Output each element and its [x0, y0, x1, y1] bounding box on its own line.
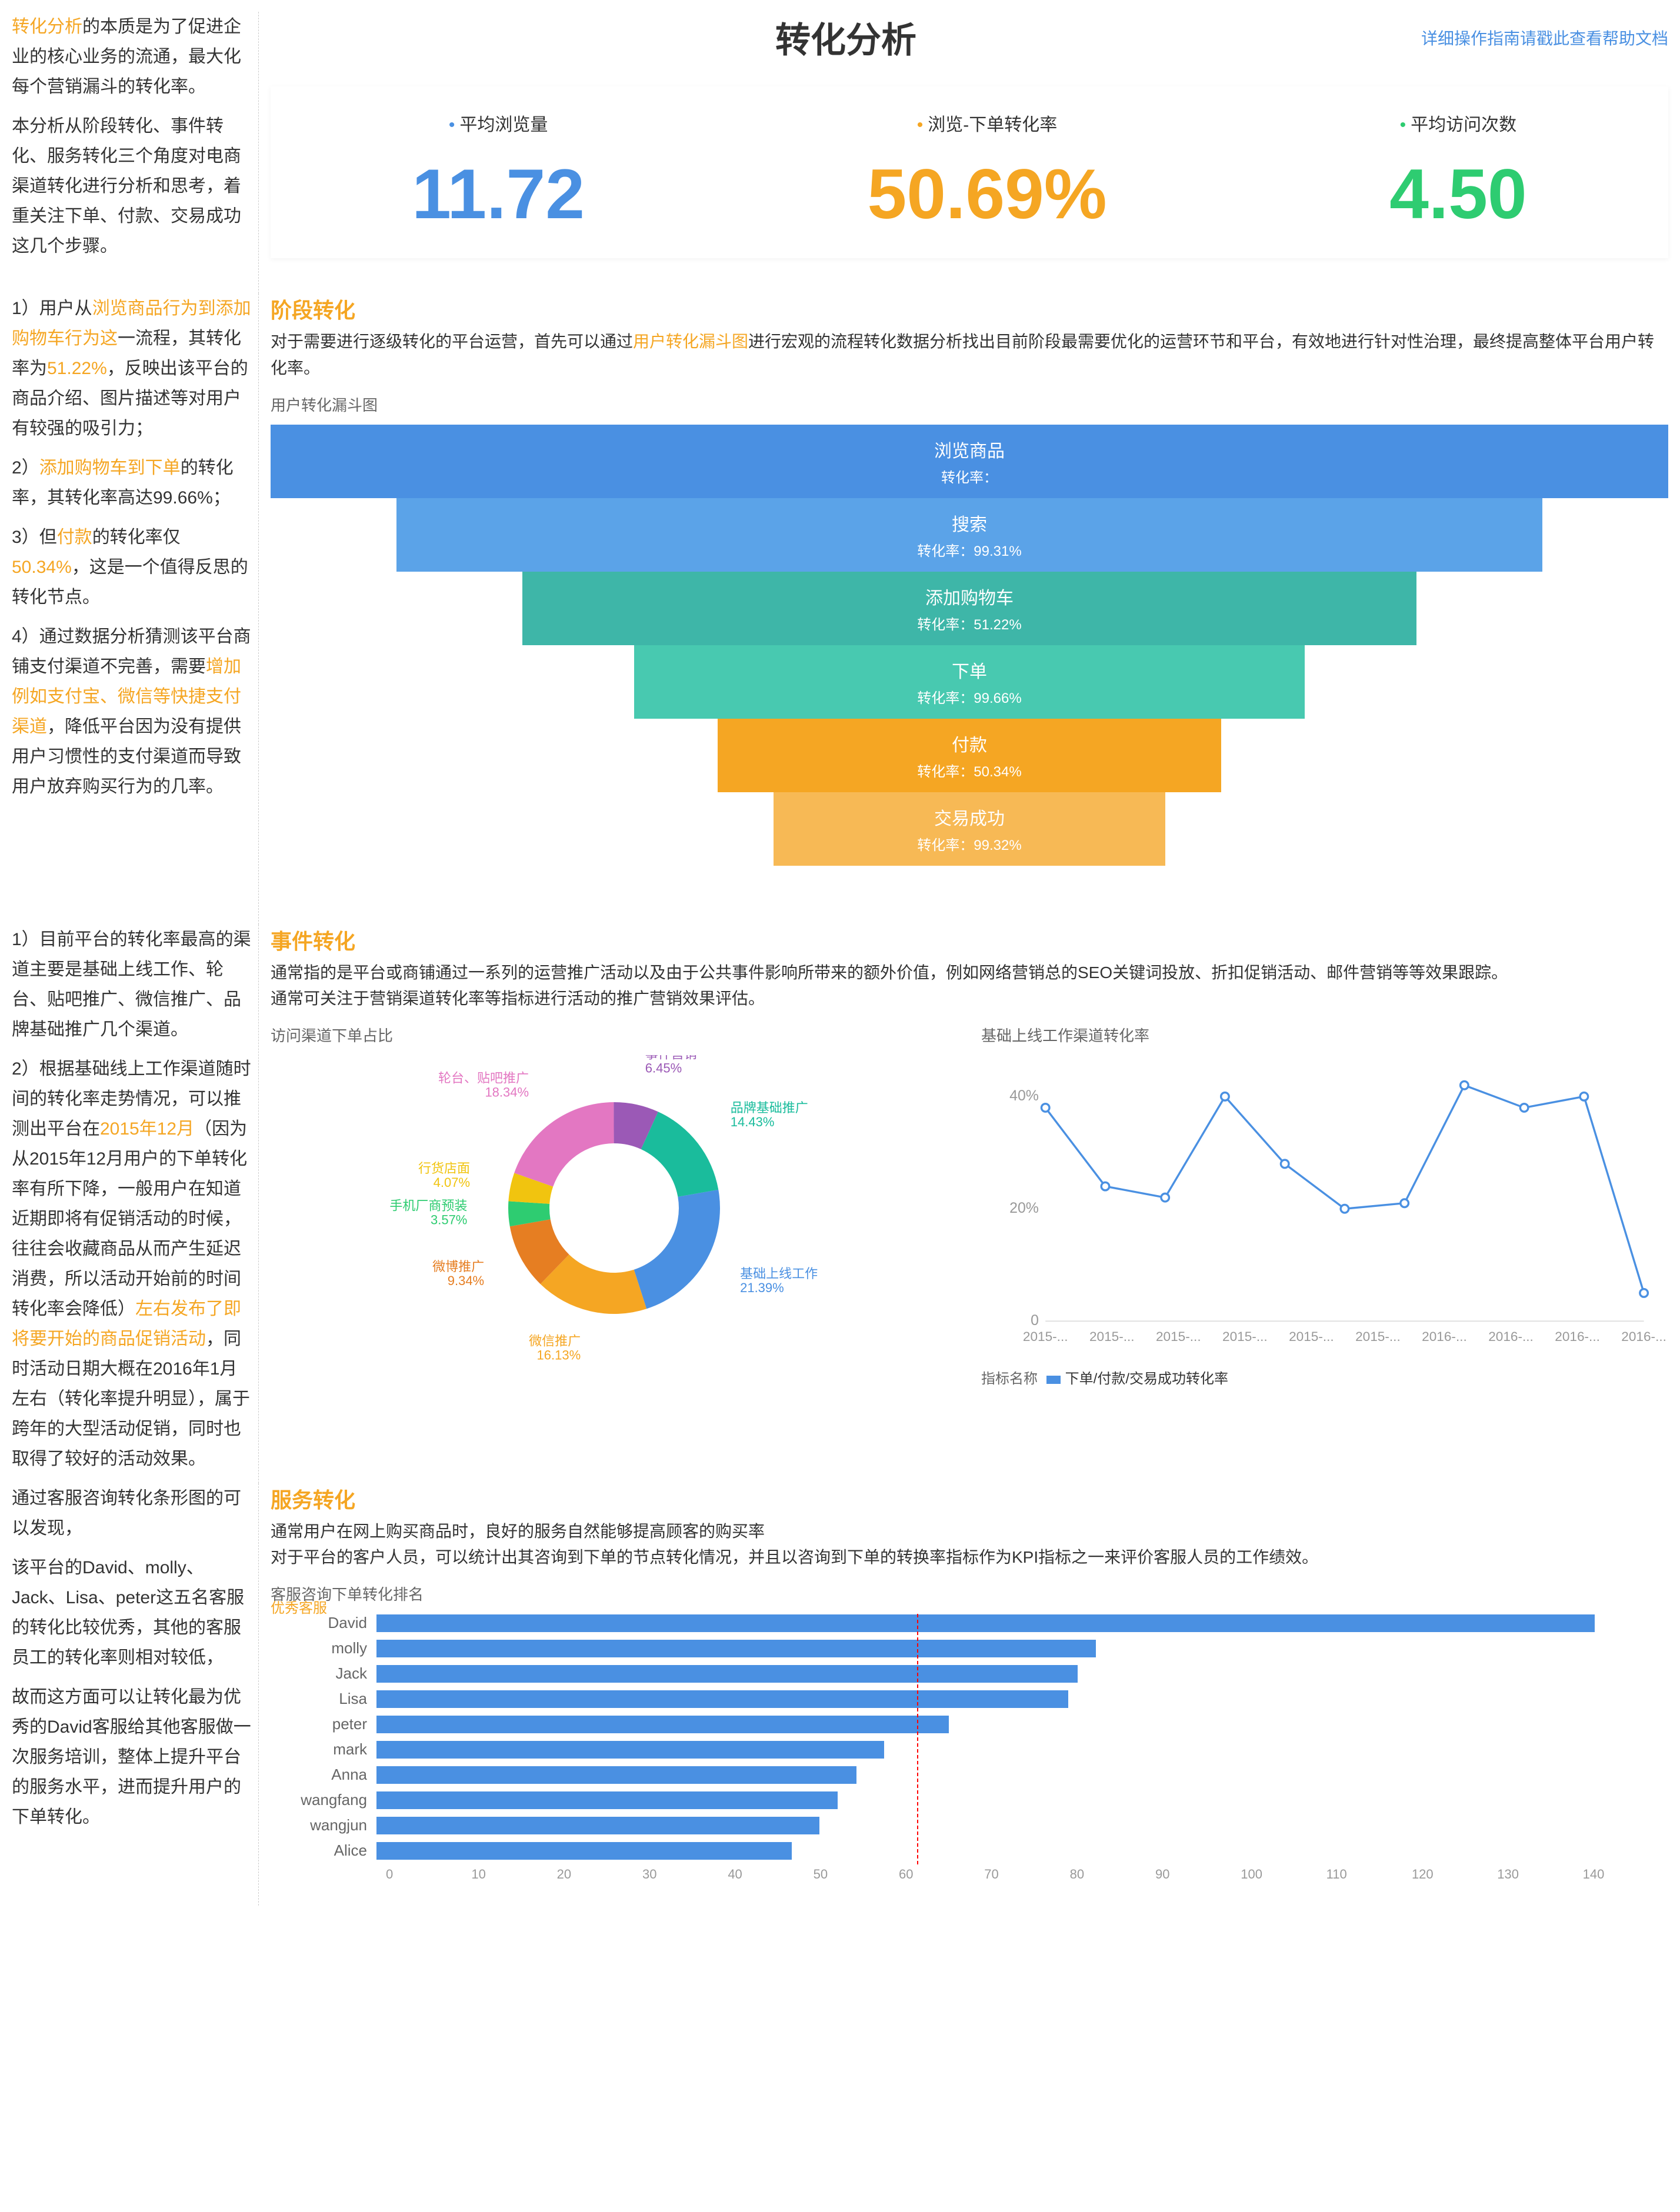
kpi-card: 浏览-下单转化率 50.69% — [868, 110, 1107, 235]
svg-text:2015-...: 2015-... — [1355, 1329, 1401, 1344]
svg-text:微博推广: 微博推广 — [432, 1259, 484, 1274]
bar-chart: 优秀客服DavidmollyJackLisapetermarkAnnawangf… — [271, 1614, 1668, 1882]
bar-row: wangfang — [271, 1791, 1668, 1809]
kpi-card: 平均访问次数 4.50 — [1389, 110, 1527, 235]
svg-text:2015-...: 2015-... — [1089, 1329, 1135, 1344]
kpi-label: 平均访问次数 — [1389, 110, 1527, 136]
svg-text:9.34%: 9.34% — [448, 1273, 484, 1288]
svg-text:20%: 20% — [1009, 1200, 1039, 1216]
svg-text:2016-...: 2016-... — [1621, 1329, 1666, 1344]
bar-row: molly — [271, 1639, 1668, 1657]
svg-text:2016-...: 2016-... — [1555, 1329, 1600, 1344]
svg-text:轮台、贴吧推广: 轮台、贴吧推广 — [438, 1070, 529, 1085]
kpi-label: 平均浏览量 — [412, 110, 585, 136]
funnel-stage: 添加购物车转化率：51.22% — [522, 572, 1417, 645]
line-title: 基础上线工作渠道转化率 — [981, 1024, 1668, 1046]
bar-row: Anna — [271, 1766, 1668, 1784]
svg-text:2016-...: 2016-... — [1422, 1329, 1467, 1344]
funnel-chart: 浏览商品转化率：搜索转化率：99.31%添加购物车转化率：51.22%下单转化率… — [271, 425, 1668, 866]
svg-text:21.39%: 21.39% — [740, 1280, 784, 1295]
svg-text:4.07%: 4.07% — [434, 1175, 470, 1190]
svg-text:18.34%: 18.34% — [485, 1085, 529, 1099]
svg-text:手机厂商预装: 手机厂商预装 — [389, 1199, 467, 1213]
kpi-label: 浏览-下单转化率 — [868, 110, 1107, 136]
sidebar-intro: 转化分析的本质是为了促进企业的核心业务的流通，最大化每个营销漏斗的转化率。 本分… — [12, 12, 259, 293]
funnel-stage: 搜索转化率：99.31% — [396, 498, 1542, 572]
svg-text:基础上线工作: 基础上线工作 — [740, 1266, 818, 1281]
svg-text:2015-...: 2015-... — [1289, 1329, 1334, 1344]
funnel-stage: 付款转化率：50.34% — [718, 719, 1221, 792]
kpi-card: 平均浏览量 11.72 — [412, 110, 585, 235]
page-title: 转化分析 — [271, 12, 1421, 63]
bar-row: Alice — [271, 1841, 1668, 1860]
stage-title: 阶段转化 — [271, 293, 1668, 324]
sidebar-stage: 1）用户从浏览商品行为到添加购物车行为这一流程，其转化率为51.22%，反映出该… — [12, 293, 259, 925]
svg-text:6.45%: 6.45% — [645, 1061, 682, 1076]
kpi-row: 平均浏览量 11.72 浏览-下单转化率 50.69% 平均访问次数 4.50 — [271, 86, 1668, 258]
svg-text:40%: 40% — [1009, 1087, 1039, 1104]
event-desc: 通常指的是平台或商铺通过一系列的运营推广活动以及由于公共事件影响所带来的额外价值… — [271, 960, 1668, 1013]
svg-text:16.13%: 16.13% — [537, 1348, 581, 1362]
service-desc: 通常用户在网上购买商品时，良好的服务自然能够提高顾客的购买率 对于平台的客户人员… — [271, 1519, 1668, 1572]
sidebar-event: 1）目前平台的转化率最高的渠道主要是基础上线工作、轮台、贴吧推广、微信推广、品牌… — [12, 925, 259, 1483]
bar-title: 客服咨询下单转化排名 — [271, 1583, 1668, 1604]
sidebar-service: 通过客服咨询转化条形图的可以发现， 该平台的David、molly、Jack、L… — [12, 1483, 259, 1906]
svg-text:14.43%: 14.43% — [731, 1115, 775, 1129]
stage-desc: 对于需要进行逐级转化的平台运营，首先可以通过用户转化漏斗图进行宏观的流程转化数据… — [271, 329, 1668, 382]
svg-text:2015-...: 2015-... — [1023, 1329, 1068, 1344]
donut-title: 访问渠道下单占比 — [271, 1024, 958, 1046]
funnel-stage: 浏览商品转化率： — [271, 425, 1668, 498]
svg-text:2015-...: 2015-... — [1156, 1329, 1201, 1344]
help-link[interactable]: 详细操作指南请戳此查看帮助文档 — [1421, 26, 1668, 49]
service-title: 服务转化 — [271, 1483, 1668, 1514]
kpi-value: 50.69% — [868, 154, 1107, 235]
svg-text:3.57%: 3.57% — [431, 1213, 467, 1227]
svg-text:2015-...: 2015-... — [1222, 1329, 1268, 1344]
donut-chart: 基础上线工作21.39% 微信推广16.13% 微博推广9.34% 手机厂商预装3.5… — [271, 1055, 958, 1361]
svg-text:行货店面: 行货店面 — [418, 1161, 470, 1176]
funnel-stage: 下单转化率：99.66% — [634, 645, 1305, 719]
funnel-stage: 交易成功转化率：99.32% — [774, 792, 1165, 866]
svg-text:微信推广: 微信推广 — [529, 1334, 581, 1349]
bar-row: peter — [271, 1715, 1668, 1733]
event-title: 事件转化 — [271, 925, 1668, 955]
funnel-chart-title: 用户转化漏斗图 — [271, 393, 1668, 415]
kpi-value: 11.72 — [412, 154, 585, 235]
bar-row: wangjun — [271, 1816, 1668, 1834]
bar-row: mark — [271, 1740, 1668, 1759]
bar-row: Jack — [271, 1664, 1668, 1683]
svg-text:品牌基础推广: 品牌基础推广 — [731, 1100, 808, 1115]
line-chart: 0 20% 40% 2015-... 2015-... 2015-... 2015-... 2… — [981, 1055, 1668, 1361]
svg-text:2016-...: 2016-... — [1488, 1329, 1534, 1344]
svg-text:0: 0 — [1031, 1312, 1039, 1329]
bar-row: Lisa — [271, 1690, 1668, 1708]
kpi-value: 4.50 — [1389, 154, 1527, 235]
page-header: 转化分析 详细操作指南请戳此查看帮助文档 — [271, 12, 1668, 63]
line-legend: 指标名称 下单/付款/交易成功转化率 — [981, 1367, 1668, 1387]
bar-row: David — [271, 1614, 1668, 1632]
